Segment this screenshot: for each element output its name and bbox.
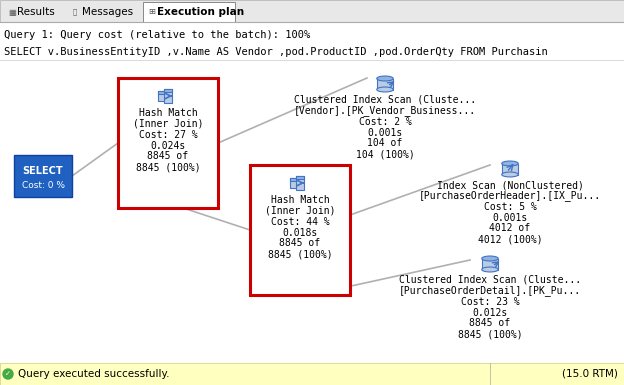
Text: 104 (100%): 104 (100%) [356, 149, 414, 159]
Text: (Inner Join): (Inner Join) [265, 206, 335, 216]
Text: 0.024s: 0.024s [150, 141, 185, 151]
Ellipse shape [482, 256, 498, 261]
Text: 8845 (100%): 8845 (100%) [268, 249, 333, 259]
Text: Execution plan: Execution plan [157, 7, 244, 17]
Text: 4012 (100%): 4012 (100%) [478, 234, 542, 244]
Text: 🗩: 🗩 [73, 9, 77, 15]
Bar [296, 176, 304, 189]
Text: Cost: 2 %: Cost: 2 % [359, 117, 411, 127]
Text: Cost: 27 %: Cost: 27 % [139, 130, 197, 140]
Bar [68, 2, 140, 22]
Bar [290, 178, 298, 188]
Text: [PurchaseOrderHeader].[IX_Pu...: [PurchaseOrderHeader].[IX_Pu... [419, 191, 601, 201]
Text: Cost: 0 %: Cost: 0 % [21, 181, 64, 190]
Text: (15.0 RTM): (15.0 RTM) [562, 369, 618, 379]
Text: Clustered Index Scan (Cluste...: Clustered Index Scan (Cluste... [399, 275, 581, 285]
Text: Index Scan (NonClustered): Index Scan (NonClustered) [437, 180, 583, 190]
Bar [296, 176, 304, 179]
Bar [158, 91, 166, 101]
Ellipse shape [377, 76, 393, 81]
Text: Query executed successfully.: Query executed successfully. [18, 369, 170, 379]
Text: Hash Match: Hash Match [271, 195, 329, 205]
Bar [3, 2, 65, 22]
Bar [164, 89, 172, 92]
Text: ⊞: ⊞ [148, 7, 155, 17]
Bar [250, 165, 350, 295]
Bar [377, 79, 393, 89]
Text: [PurchaseOrderDetail].[PK_Pu...: [PurchaseOrderDetail].[PK_Pu... [399, 285, 581, 296]
Text: SELECT: SELECT [22, 166, 63, 176]
Text: 0.001s: 0.001s [368, 127, 402, 137]
Bar [0, 60, 624, 363]
Ellipse shape [502, 161, 519, 166]
Text: 8845 of: 8845 of [147, 151, 188, 161]
Ellipse shape [502, 172, 519, 177]
Text: 8845 (100%): 8845 (100%) [457, 329, 522, 339]
Bar [0, 363, 624, 385]
Text: [Vendor].[PK_Vendor_Business...: [Vendor].[PK_Vendor_Business... [294, 105, 476, 116]
Text: Cost: 23 %: Cost: 23 % [461, 297, 519, 307]
Bar [0, 22, 624, 60]
Ellipse shape [482, 267, 498, 272]
Text: Messages: Messages [82, 7, 133, 17]
Text: 104 of: 104 of [368, 138, 402, 148]
Bar [164, 89, 172, 102]
Text: Hash Match: Hash Match [139, 108, 197, 118]
Bar [290, 178, 298, 181]
Text: 8845 (100%): 8845 (100%) [135, 162, 200, 172]
Text: 0.018s: 0.018s [283, 228, 318, 238]
Text: ✓: ✓ [5, 371, 11, 377]
Bar [158, 91, 166, 94]
Text: 0.001s: 0.001s [492, 213, 528, 223]
Text: Clustered Index Scan (Cluste...: Clustered Index Scan (Cluste... [294, 95, 476, 105]
Text: 4012 of: 4012 of [489, 223, 530, 233]
Text: Cost: 44 %: Cost: 44 % [271, 217, 329, 227]
Text: 8845 of: 8845 of [469, 318, 510, 328]
Bar [482, 258, 498, 270]
Text: Query 1: Query cost (relative to the batch): 100%: Query 1: Query cost (relative to the bat… [4, 30, 310, 40]
Text: SELECT v.BusinessEntityID ,v.Name AS Vendor ,pod.ProductID ,pod.OrderQty FROM Pu: SELECT v.BusinessEntityID ,v.Name AS Ven… [4, 47, 548, 57]
Circle shape [3, 369, 13, 379]
Bar [14, 155, 72, 197]
Text: 8845 of: 8845 of [280, 238, 321, 248]
Bar [118, 78, 218, 208]
Text: Results: Results [17, 7, 55, 17]
Text: ▦: ▦ [8, 7, 16, 17]
Bar [0, 0, 624, 22]
Text: Cost: 5 %: Cost: 5 % [484, 202, 537, 212]
Text: (Inner Join): (Inner Join) [133, 119, 203, 129]
Ellipse shape [377, 87, 393, 92]
Bar [502, 164, 519, 174]
Text: 0.012s: 0.012s [472, 308, 508, 318]
Bar [143, 2, 235, 22]
